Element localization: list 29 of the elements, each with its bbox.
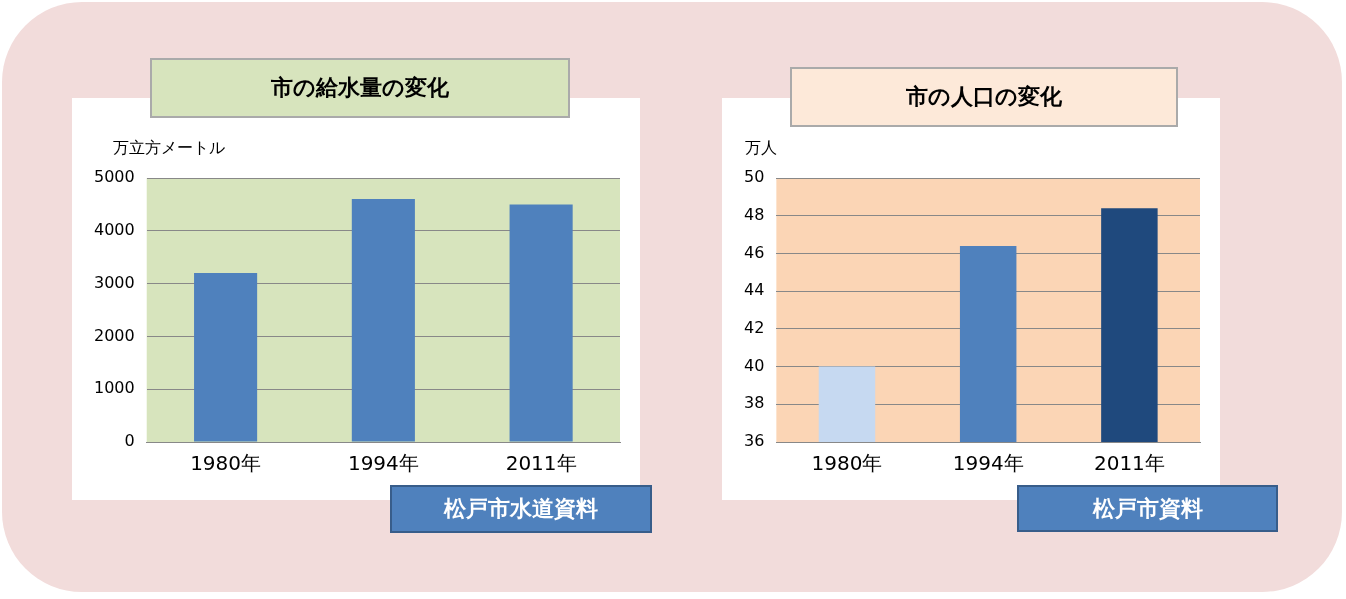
y-tick-label: 44 [744, 280, 765, 300]
y-axis-title: 万人 [745, 138, 777, 159]
y-axis-title: 万立方メートル [113, 138, 225, 159]
x-tick-label: 1994年 [347, 451, 419, 476]
x-tick-label: 1980年 [811, 451, 883, 476]
bar [351, 199, 415, 442]
y-tick-label: 50 [744, 167, 765, 187]
bar [509, 204, 573, 442]
y-tick-label: 42 [744, 318, 765, 338]
y-tick-label: 5000 [94, 167, 135, 187]
y-tick-label: 2000 [94, 325, 135, 345]
y-tick-label: 4000 [94, 219, 135, 239]
chart-title: 市の給水量の変化 [150, 58, 570, 118]
bar [194, 273, 258, 442]
text: 松戸市資料 [1017, 485, 1278, 532]
y-tick-label: 46 [744, 242, 765, 262]
x-tick-label: 2011年 [505, 451, 577, 476]
y-tick-label: 40 [744, 355, 765, 375]
y-tick-label: 38 [744, 393, 765, 413]
text: 松戸市水道資料 [390, 485, 652, 533]
x-tick-label: 1994年 [952, 451, 1024, 476]
y-tick-label: 36 [744, 431, 765, 451]
y-tick-label: 1000 [94, 378, 135, 398]
x-tick-label: 1980年 [190, 451, 262, 476]
x-tick-label: 2011年 [1093, 451, 1165, 476]
y-tick-label: 0 [124, 431, 135, 451]
y-tick-label: 48 [744, 204, 765, 224]
chart-title: 市の人口の変化 [790, 67, 1178, 127]
y-tick-label: 3000 [94, 272, 135, 292]
